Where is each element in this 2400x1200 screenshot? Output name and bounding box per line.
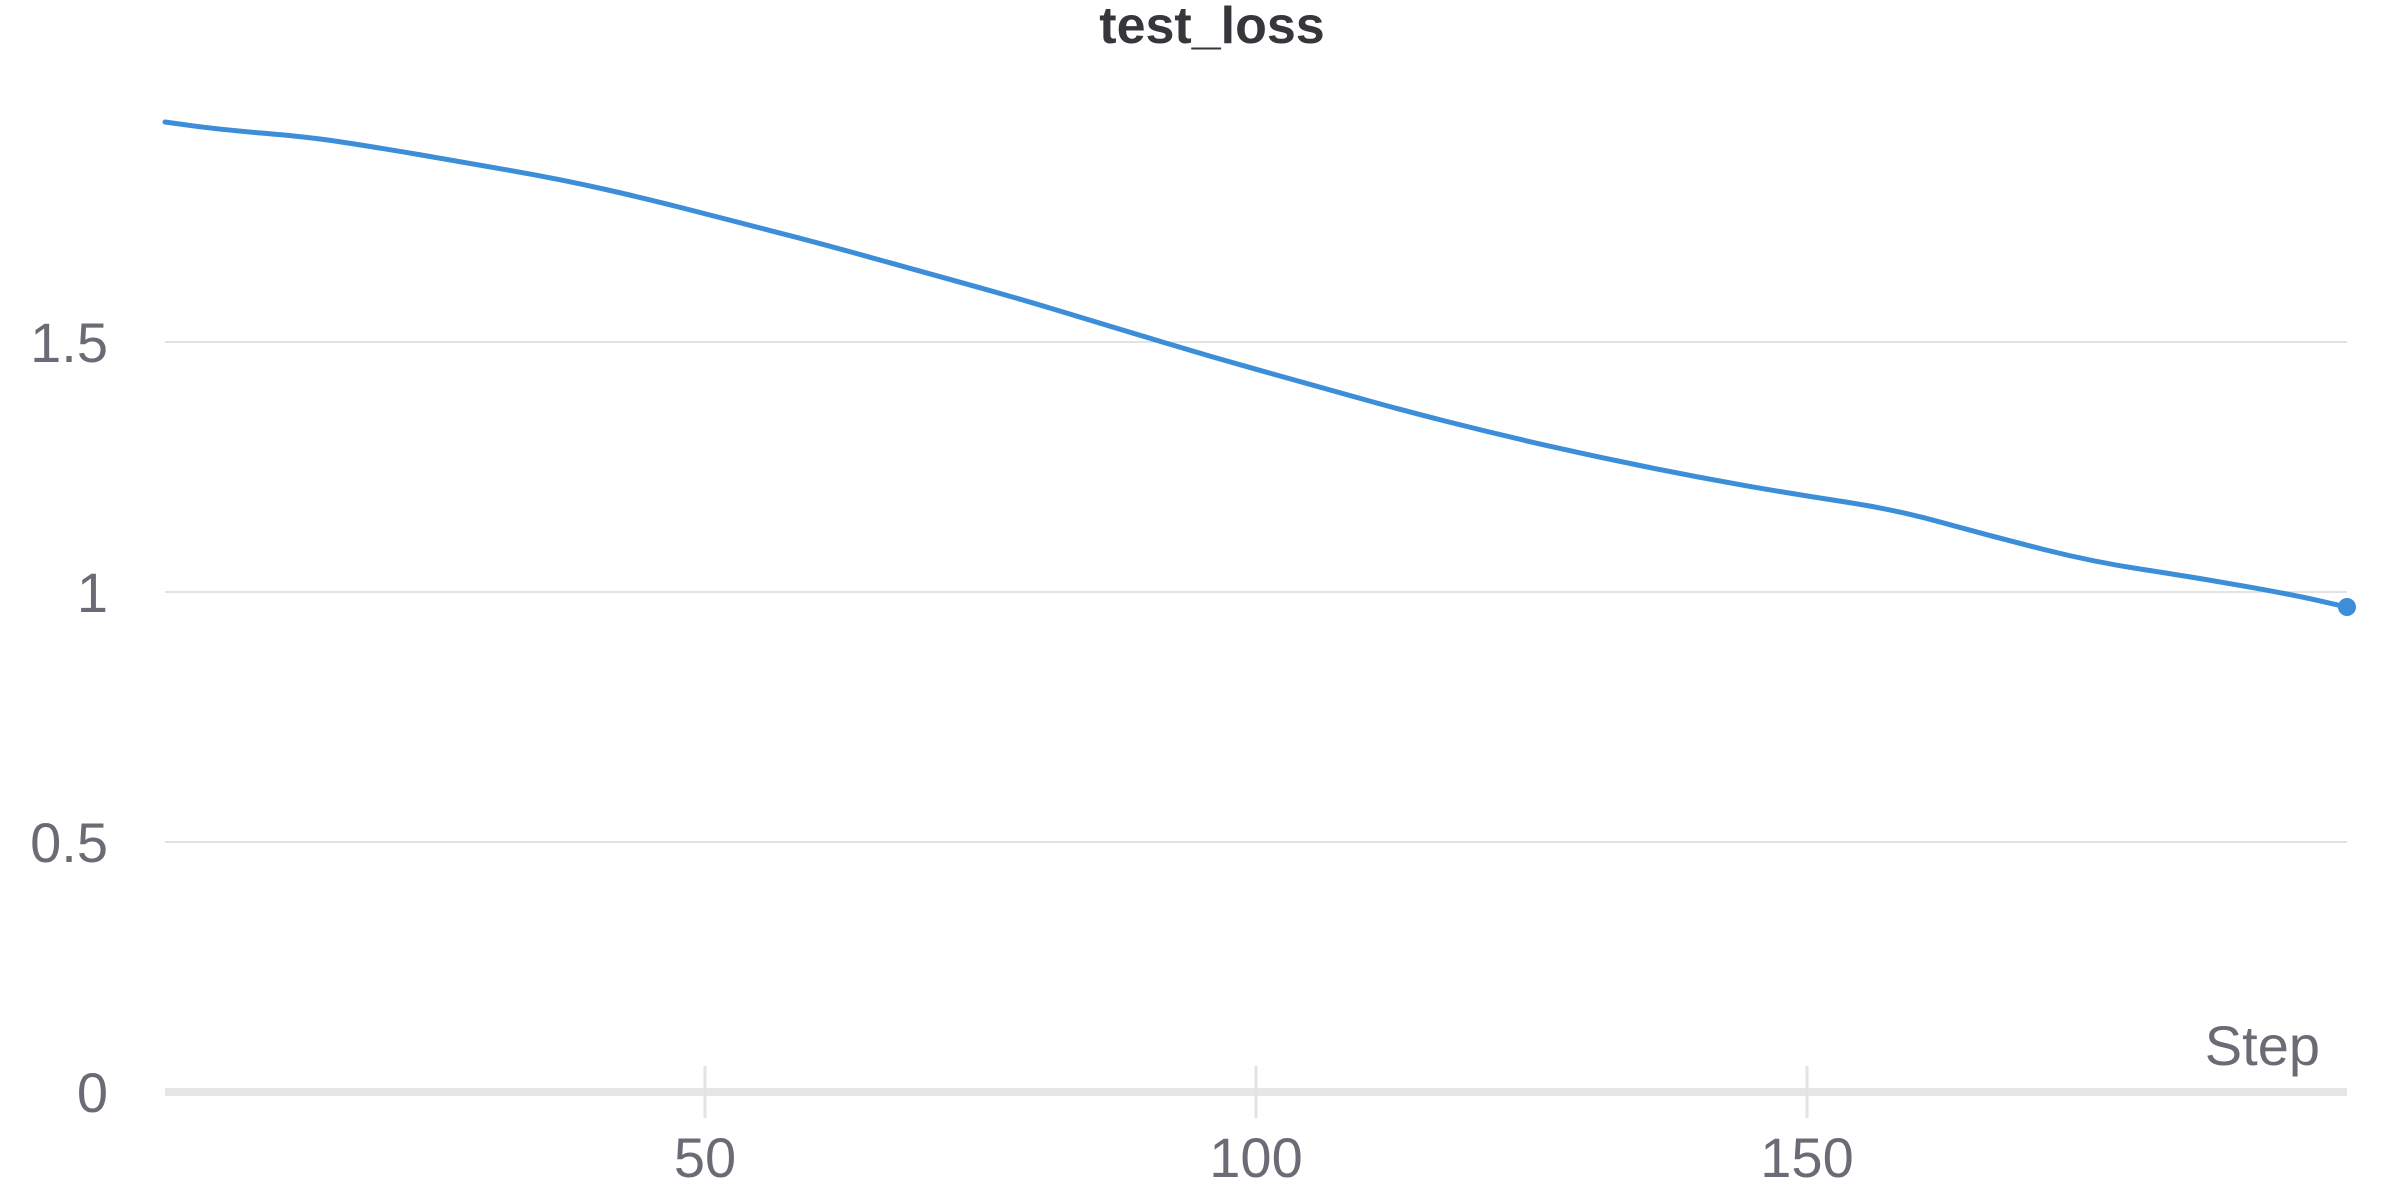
gridlines — [165, 341, 2347, 843]
x-tick-label: 100 — [1209, 1126, 1302, 1189]
x-tick-label: 50 — [674, 1126, 736, 1189]
y-tick-label: 1.5 — [30, 311, 108, 374]
series-line — [162, 119, 2350, 610]
y-tick-label: 1 — [77, 561, 108, 624]
chart-title: test_loss — [1099, 0, 1324, 55]
x-axis: 0 0.5 1 1.5 50 100 150 — [30, 311, 2347, 1189]
x-axis-label: Step — [2205, 1014, 2320, 1077]
y-tick-label: 0.5 — [30, 811, 108, 874]
series-end-point — [2338, 598, 2356, 616]
plot-area — [162, 119, 2356, 616]
y-tick-label: 0 — [77, 1061, 108, 1124]
x-tick-label: 150 — [1760, 1126, 1853, 1189]
